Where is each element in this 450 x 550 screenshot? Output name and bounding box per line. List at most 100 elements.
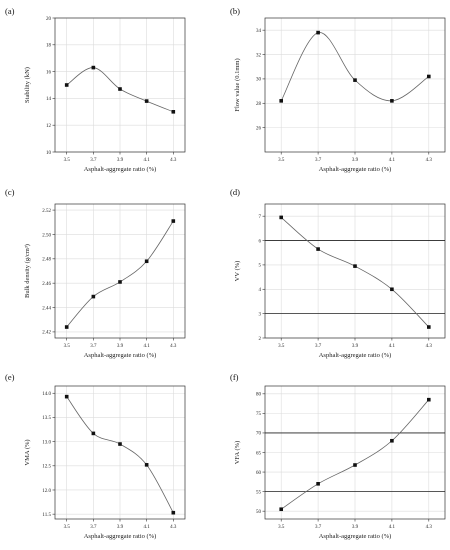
x-axis-label: Asphalt-aggregate ratio (%) bbox=[319, 352, 392, 359]
y-tick-label: 2.42 bbox=[42, 331, 51, 336]
panel-label: (d) bbox=[230, 187, 240, 197]
panel-label: (b) bbox=[230, 6, 240, 16]
x-tick-label: 4.1 bbox=[389, 525, 396, 530]
data-point bbox=[316, 481, 320, 486]
data-point bbox=[316, 30, 320, 35]
data-point bbox=[171, 510, 176, 515]
x-tick-label: 4.1 bbox=[389, 158, 396, 163]
x-axis-label: Asphalt-aggregate ratio (%) bbox=[84, 166, 157, 173]
y-tick-label: 18 bbox=[46, 44, 52, 49]
y-tick-label: 80 bbox=[256, 393, 262, 398]
y-tick-label: 75 bbox=[256, 412, 262, 417]
data-point bbox=[427, 74, 431, 79]
x-tick-label: 4.3 bbox=[170, 344, 177, 349]
y-tick-label: 6 bbox=[259, 239, 262, 244]
x-axis-label: Asphalt-aggregate ratio (%) bbox=[319, 166, 392, 173]
x-tick-label: 3.5 bbox=[64, 344, 71, 349]
y-tick-label: 50 bbox=[256, 510, 262, 515]
data-point bbox=[118, 87, 122, 91]
y-tick-label: 20 bbox=[46, 17, 52, 22]
x-tick-label: 4.3 bbox=[426, 525, 433, 530]
x-axis-label: Asphalt-aggregate ratio (%) bbox=[84, 352, 157, 359]
data-point bbox=[144, 259, 149, 264]
y-axis-label: VMA (%) bbox=[24, 439, 31, 465]
series-line bbox=[280, 32, 430, 102]
x-tick-label: 4.1 bbox=[144, 158, 151, 163]
data-point bbox=[390, 99, 394, 103]
y-tick-label: 12.0 bbox=[42, 489, 51, 494]
data-point bbox=[144, 99, 149, 103]
panel-label: (e) bbox=[5, 372, 15, 382]
x-tick-label: 4.1 bbox=[144, 525, 151, 530]
data-point bbox=[353, 463, 357, 467]
panel-label: (f) bbox=[230, 372, 239, 382]
data-point bbox=[91, 65, 96, 70]
x-tick-label: 3.9 bbox=[117, 158, 124, 163]
y-tick-label: 70 bbox=[256, 432, 262, 437]
y-tick-label: 13.5 bbox=[42, 416, 51, 421]
x-tick-label: 4.3 bbox=[426, 344, 433, 349]
x-tick-label: 3.9 bbox=[352, 525, 359, 530]
x-axis-label: Asphalt-aggregate ratio (%) bbox=[319, 533, 392, 540]
data-point bbox=[427, 397, 431, 402]
chart-panel: (a) 10 12 14 16 18 20 3.5 3.7 3.9 4.1 4.3 Asphalt-ag… bbox=[5, 6, 186, 173]
panel-label: (a) bbox=[5, 6, 15, 16]
y-tick-label: 34 bbox=[256, 29, 262, 34]
x-tick-label: 4.3 bbox=[170, 158, 177, 163]
x-tick-label: 3.9 bbox=[117, 344, 124, 349]
data-point bbox=[390, 438, 394, 443]
x-tick-label: 4.1 bbox=[144, 344, 151, 349]
data-point bbox=[427, 325, 431, 329]
y-tick-label: 32 bbox=[256, 53, 262, 58]
y-tick-label: 16 bbox=[46, 70, 52, 75]
chart-panel: (f) 50 55 60 65 70 75 80 3.5 3.7 3.9 4.1 4.3 Asphalt-… bbox=[230, 372, 446, 540]
x-tick-label: 3.9 bbox=[117, 525, 124, 530]
y-tick-label: 5 bbox=[259, 264, 262, 269]
data-point bbox=[118, 280, 122, 284]
x-tick-label: 3.5 bbox=[278, 525, 285, 530]
data-point bbox=[144, 463, 149, 467]
data-point bbox=[390, 287, 394, 292]
y-axis-label: Stability (kN) bbox=[24, 67, 31, 103]
y-tick-label: 7 bbox=[259, 215, 262, 220]
x-tick-label: 3.5 bbox=[278, 158, 285, 163]
x-tick-label: 4.3 bbox=[426, 158, 433, 163]
data-point bbox=[64, 394, 69, 399]
y-tick-label: 2.44 bbox=[42, 306, 51, 311]
panel-label: (c) bbox=[5, 187, 15, 197]
data-point bbox=[353, 78, 357, 82]
y-axis-label: Bulk density (g/cm³) bbox=[24, 244, 31, 298]
x-tick-label: 3.7 bbox=[90, 344, 97, 349]
chart-panel: (b) 26 28 30 32 34 3.5 3.7 3.9 4.1 4.3 Asphalt-aggr… bbox=[230, 6, 446, 173]
x-tick-label: 3.9 bbox=[352, 344, 359, 349]
x-tick-label: 4.1 bbox=[389, 344, 396, 349]
y-tick-label: 3 bbox=[259, 312, 262, 317]
y-axis-label: VFA (%) bbox=[234, 441, 241, 465]
data-point bbox=[279, 99, 283, 103]
y-tick-label: 11.5 bbox=[42, 513, 51, 518]
x-tick-label: 3.7 bbox=[315, 344, 322, 349]
data-point bbox=[316, 247, 320, 251]
data-point bbox=[171, 110, 176, 114]
data-point bbox=[279, 507, 283, 512]
x-tick-label: 3.7 bbox=[315, 525, 322, 530]
y-tick-label: 2.50 bbox=[42, 233, 51, 238]
x-tick-label: 3.9 bbox=[352, 158, 359, 163]
y-tick-label: 2.46 bbox=[42, 282, 51, 287]
data-point bbox=[353, 264, 357, 268]
y-tick-label: 13.0 bbox=[42, 440, 51, 445]
y-axis-label: VV (%) bbox=[234, 261, 241, 282]
x-tick-label: 3.5 bbox=[64, 525, 71, 530]
chart-panel: (e) 11.5 12.0 12.5 13.0 13.5 14.0 3.5 3.7 3.9 4.1 4… bbox=[5, 372, 186, 540]
x-tick-label: 3.7 bbox=[315, 158, 322, 163]
y-tick-label: 2 bbox=[259, 337, 262, 342]
x-tick-label: 3.7 bbox=[90, 525, 97, 530]
y-tick-label: 65 bbox=[256, 451, 262, 456]
y-tick-label: 2.52 bbox=[42, 209, 51, 214]
x-axis-label: Asphalt-aggregate ratio (%) bbox=[84, 533, 157, 540]
y-tick-label: 10 bbox=[46, 151, 52, 156]
chart-panel: (c) 2.42 2.44 2.46 2.48 2.50 2.52 3.5 3.7 3.9 4.1 4… bbox=[5, 187, 186, 359]
data-point bbox=[118, 442, 122, 446]
y-axis-label: Flow value (0.1mm) bbox=[234, 58, 241, 111]
